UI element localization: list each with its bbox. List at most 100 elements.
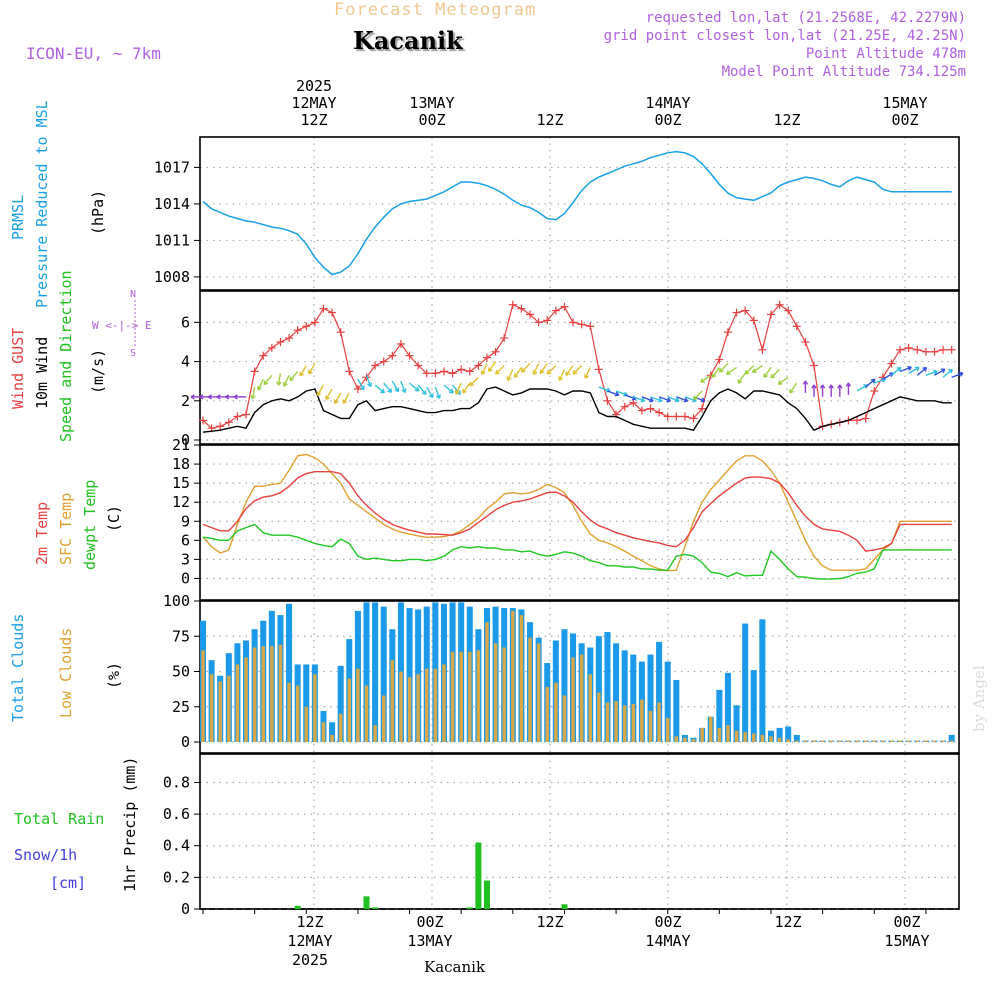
y-tick-label: 25	[172, 698, 190, 716]
low-cloud-bar	[201, 650, 205, 742]
bottom-axis-date-6: 15MAY	[884, 932, 930, 950]
low-cloud-bar	[855, 740, 859, 742]
wind-direction-arrow	[507, 369, 514, 381]
low-cloud-bar	[381, 695, 386, 742]
low-cloud-bar	[846, 740, 851, 742]
low-cloud-bar	[218, 681, 222, 742]
low-cloud-bar	[347, 678, 352, 742]
wind-direction-arrow	[434, 386, 441, 399]
wind-direction-arrow	[190, 396, 195, 400]
low-cloud-bar	[898, 740, 902, 742]
wind-direction-arrow	[334, 400, 339, 404]
y-tick-label: 1017	[154, 158, 190, 176]
wind-direction-arrow	[507, 377, 512, 381]
low-cloud-bar	[364, 685, 369, 742]
y-tick-label: 50	[172, 663, 190, 681]
low-cloud-bar	[554, 682, 558, 742]
wind-direction-arrow	[711, 367, 720, 378]
location-name: Kacanik	[353, 26, 463, 55]
low-cloud-bar	[244, 657, 248, 742]
total-cloud-bar	[785, 726, 792, 742]
low-cloud-bar	[321, 722, 326, 742]
wind-direction-arrow	[922, 366, 927, 369]
total-cloud-bar	[286, 603, 293, 742]
total-cloud-bar	[630, 654, 637, 742]
wind-direction-arrow	[451, 388, 454, 394]
wind-direction-arrow	[308, 371, 313, 375]
low-cloud-bar	[605, 702, 610, 742]
wind-direction-arrow	[925, 370, 938, 376]
y-tick-label: 18	[172, 455, 190, 473]
low-cloud-bar	[227, 675, 231, 742]
low-cloud-bar	[777, 737, 782, 742]
y-tick-label: 1014	[154, 195, 190, 213]
low-cloud-bar	[562, 695, 567, 742]
low-cloud-bar	[519, 615, 524, 742]
low-cloud-bar	[209, 674, 214, 742]
low-cloud-bar	[536, 643, 541, 742]
total-cloud-bar	[380, 606, 387, 742]
total-cloud-bar	[561, 629, 568, 742]
low-cloud-bar	[622, 705, 627, 742]
low-cloud-bar	[743, 732, 747, 742]
low-cloud-bar	[304, 706, 308, 742]
low-cloud-bar	[390, 660, 395, 742]
wind-direction-arrow	[650, 397, 654, 402]
wind-direction-arrow	[676, 396, 688, 402]
y-tick-label: 1008	[154, 268, 190, 286]
low-cloud-bar	[442, 664, 446, 742]
wind-direction-arrow	[744, 365, 755, 375]
rain-bar	[475, 842, 482, 909]
wind-direction-arrow	[908, 366, 920, 374]
low-cloud-bar	[270, 646, 274, 742]
wind-direction-arrow	[693, 390, 703, 400]
wind-direction-arrow	[391, 380, 399, 392]
wind-direction-arrow	[896, 366, 901, 369]
total-cloud-bar	[948, 734, 955, 742]
wind-direction-arrow	[455, 382, 462, 395]
wind-direction-arrow	[658, 396, 671, 402]
top-axis-date-2: 13MAY	[409, 94, 455, 112]
wind-direction-arrow	[481, 363, 488, 375]
rain-bar	[466, 907, 473, 909]
wind-direction-arrow	[547, 372, 552, 375]
low-cloud-bar	[709, 716, 713, 742]
total-cloud-bar	[656, 641, 663, 742]
wind-direction-arrow	[277, 381, 282, 386]
y-tick-label: 6	[181, 313, 190, 331]
wind-direction-arrow	[357, 378, 365, 390]
wind-direction-arrow	[624, 394, 637, 400]
wind-direction-arrow	[199, 396, 204, 400]
bottom-axis-time-1: 12Z	[296, 913, 324, 931]
total-cloud-bar	[724, 672, 731, 742]
wind-direction-arrow	[458, 390, 461, 395]
model-altitude: Model Point Altitude 734.125m	[721, 64, 966, 80]
low-cloud-bar	[631, 703, 636, 742]
wind-direction-arrow	[819, 384, 824, 389]
total-cloud-bar	[673, 679, 680, 742]
wind-direction-arrow	[891, 367, 902, 376]
wind-direction-arrow	[390, 388, 393, 393]
wind-direction-arrow	[539, 363, 548, 374]
y-tick-label: 3	[181, 550, 190, 568]
low-cloud-bar	[399, 671, 403, 742]
total-cloud-bar	[776, 727, 783, 742]
wind-direction-arrow	[942, 369, 953, 378]
low-cloud-bar	[820, 740, 825, 742]
wind-direction-arrow	[540, 371, 545, 375]
compass-south: S	[130, 348, 137, 359]
compass-north: N	[130, 289, 137, 300]
rain-bar	[363, 896, 370, 909]
dewpt-line	[202, 523, 952, 580]
rain-bar	[372, 907, 379, 909]
wind-direction-arrow	[383, 382, 392, 393]
wind-direction-arrow	[777, 376, 789, 385]
rain-bar	[294, 905, 301, 909]
total-cloud-bar	[793, 734, 800, 742]
wind-direction-arrow	[325, 396, 330, 401]
wind-direction-arrow	[718, 363, 729, 373]
low-cloud-bar	[889, 740, 894, 742]
wind-direction-arrow	[289, 378, 294, 382]
sfc-temp-line	[202, 453, 952, 572]
